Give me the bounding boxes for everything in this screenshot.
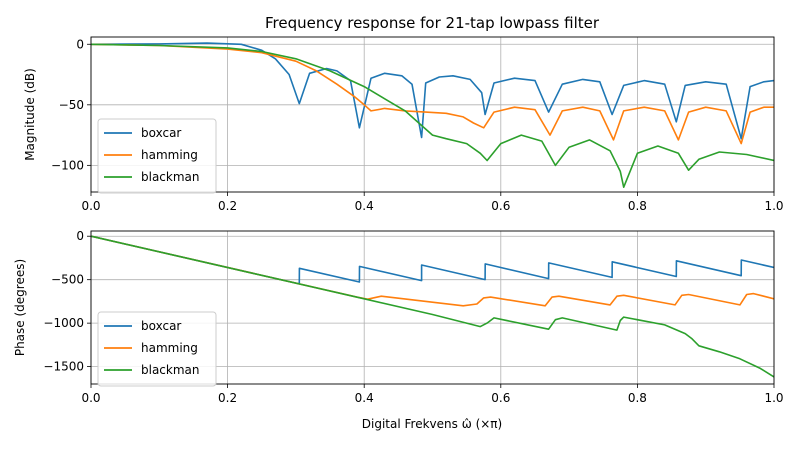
series-line-blackman: [91, 235, 774, 378]
axes-frame: [90, 230, 775, 385]
x-tick-label: 1.0: [764, 391, 783, 405]
legend: boxcar hamming blackman: [97, 311, 217, 387]
chart-title: Frequency response for 21-tap lowpass fi…: [265, 14, 600, 32]
x-tick-label: 0.8: [628, 391, 647, 405]
x-tick-label: 0.0: [81, 199, 100, 213]
axes-frame: [90, 36, 775, 193]
frequency-x-axis-label: Digital Frekvens ω̂ (×π): [362, 417, 502, 431]
y-tick-label: 0: [76, 37, 84, 51]
series-line-hamming: [91, 43, 774, 145]
series-line-hamming: [91, 235, 774, 307]
y-tick-label: −50: [59, 98, 84, 112]
series-line-boxcar: [91, 235, 774, 285]
magnitude-plot: 0.0 0.2 0.4 0.6 0.8 1.00−50−100boxcarhammingb…: [51, 36, 784, 213]
phase-y-axis-label: Phase (degrees): [13, 259, 27, 356]
y-tick-label: −1500: [43, 360, 84, 374]
legend-label-hamming: hamming: [141, 341, 198, 355]
x-tick-label: 0.6: [491, 391, 510, 405]
x-tick-label: 1.0: [764, 199, 783, 213]
y-tick-label: −100: [51, 158, 84, 172]
x-tick-label: 0.8: [628, 199, 647, 213]
x-tick-label: 0.2: [218, 391, 237, 405]
series-line-boxcar: [91, 42, 774, 140]
phase-plot: 0.0 0.2 0.4 0.6 0.8 1.0 0 −500 −1000 −1500 boxcar h…: [43, 229, 783, 405]
legend-label-blackman: blackman: [141, 363, 200, 377]
legend-label-hamming: hamming: [141, 148, 198, 162]
series-line-blackman: [91, 43, 774, 188]
magnitude-y-axis-label: Magnitude (dB): [23, 68, 37, 161]
x-tick-label: 0.4: [355, 391, 374, 405]
legend-label-blackman: blackman: [141, 170, 200, 184]
y-tick-label: −500: [51, 273, 84, 287]
y-tick-label: 0: [76, 229, 84, 243]
legend-label-boxcar: boxcar: [141, 126, 181, 140]
x-tick-label: 0.0: [81, 391, 100, 405]
x-tick-label: 0.6: [491, 199, 510, 213]
legend: boxcar hamming blackman: [97, 118, 217, 194]
legend-label-boxcar: boxcar: [141, 319, 181, 333]
x-tick-label: 0.4: [355, 199, 374, 213]
y-tick-label: −1000: [43, 316, 84, 330]
x-tick-label: 0.2: [218, 199, 237, 213]
